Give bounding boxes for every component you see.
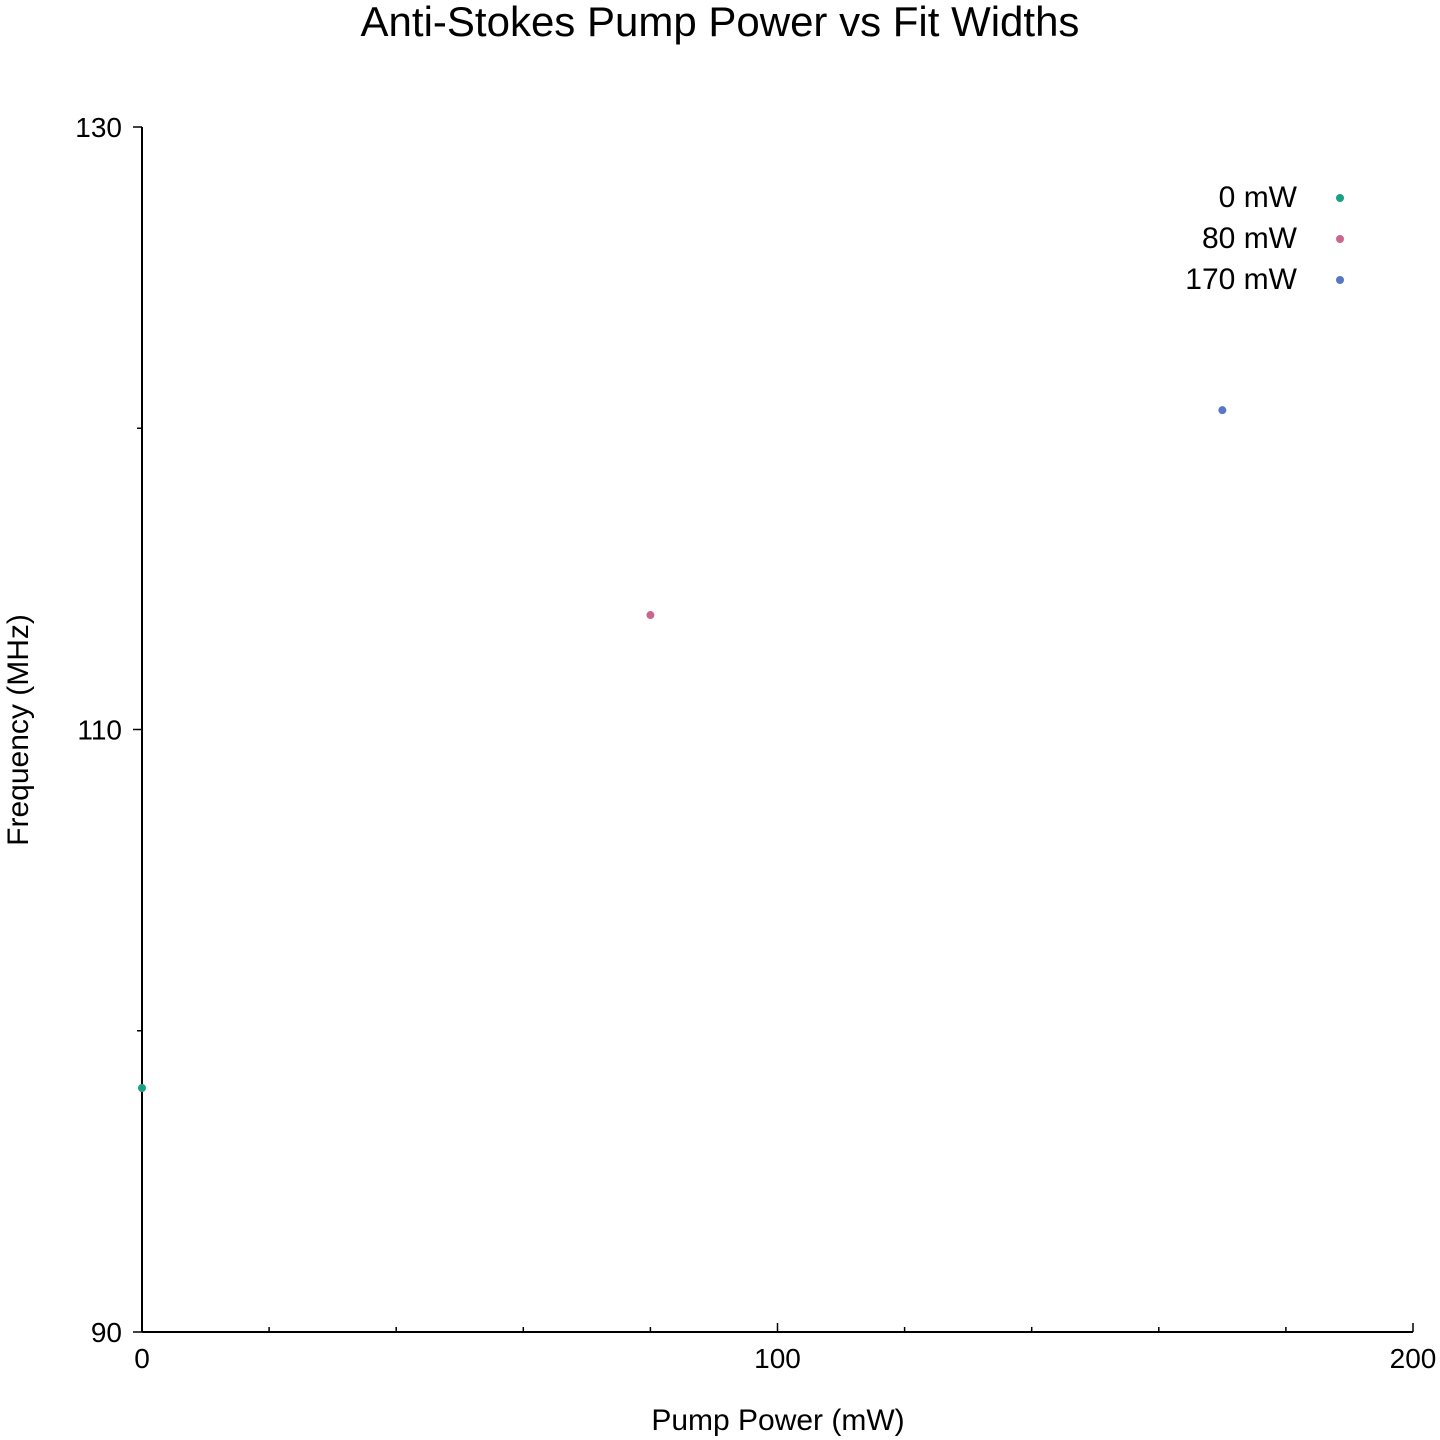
data-point (1218, 406, 1227, 415)
legend-label: 0 mW (1219, 181, 1298, 214)
ticks-layer: 0 100 200 90 110 130 (75, 112, 1436, 1374)
y-tick-label: 130 (75, 112, 122, 143)
y-tick-label: 110 (77, 715, 122, 746)
legend: 0 mW 80 mW 170 mW (1185, 181, 1344, 296)
data-point (646, 611, 655, 620)
legend-label: 170 mW (1185, 263, 1297, 296)
x-tick-label: 200 (1390, 1343, 1437, 1374)
legend-label: 80 mW (1202, 222, 1298, 255)
legend-marker (1336, 235, 1344, 243)
legend-marker (1336, 194, 1344, 202)
x-tick-label: 0 (134, 1343, 150, 1374)
legend-marker (1336, 276, 1344, 284)
x-tick-label: 100 (754, 1343, 801, 1374)
data-points-layer (138, 406, 1227, 1092)
chart-title: Anti-Stokes Pump Power vs Fit Widths (361, 0, 1080, 45)
y-tick-label: 90 (91, 1317, 122, 1348)
x-axis-label: Pump Power (mW) (651, 1404, 904, 1437)
y-axis-label: Frequency (MHz) (2, 614, 35, 846)
data-point (138, 1083, 146, 1092)
